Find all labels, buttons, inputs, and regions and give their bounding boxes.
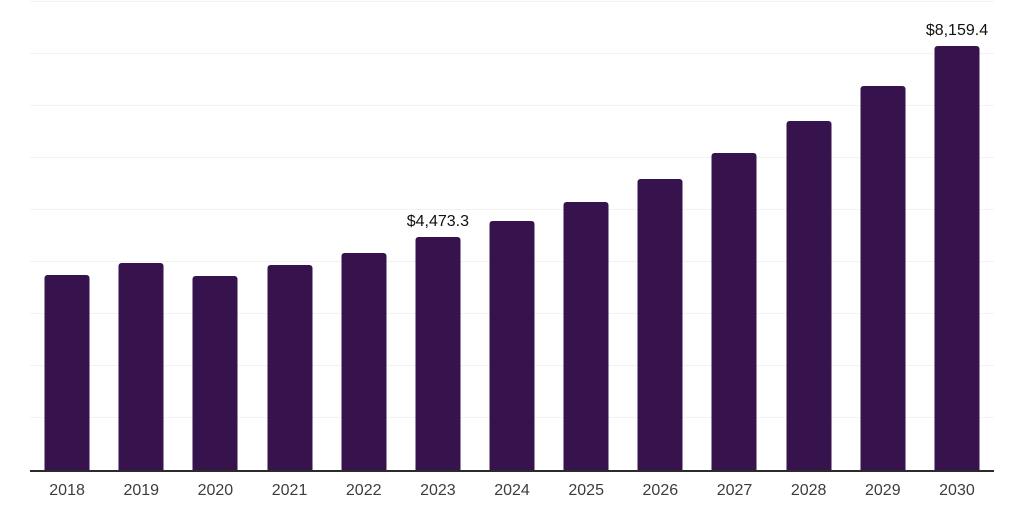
bar-slot-2030: $8,159.4 [920, 2, 994, 470]
x-tick-label-2025: 2025 [568, 482, 604, 499]
x-tick-label-2018: 2018 [49, 482, 85, 499]
x-tick-label-2026: 2026 [642, 482, 679, 499]
x-tick-label-2022: 2022 [345, 482, 382, 499]
bar-slot-2022 [327, 2, 401, 470]
gridline [30, 1, 994, 2]
bars-row: $4,473.3 $8,159.4 [30, 2, 994, 470]
x-tick-label-2030: 2030 [939, 482, 975, 499]
bar-2024 [489, 221, 535, 470]
x-tick-label-2020: 2020 [197, 482, 234, 499]
bar-2021 [267, 265, 313, 470]
bar-2025 [563, 202, 609, 470]
gridline [30, 105, 994, 106]
bar-slot-2018 [30, 2, 104, 470]
bar-slot-2029 [846, 2, 920, 470]
bar-2019 [118, 263, 164, 470]
bar-slot-2024 [475, 2, 549, 470]
bar-slot-2020 [178, 2, 252, 470]
bar-value-label-2030: $8,159.4 [925, 21, 989, 39]
x-tick-label-2027: 2027 [716, 482, 753, 499]
bar-2018 [44, 274, 90, 470]
bar-slot-2028 [772, 2, 846, 470]
bar-2026 [637, 179, 683, 470]
bar-slot-2027 [697, 2, 771, 470]
x-tick-label-2028: 2028 [790, 482, 827, 499]
gridline [30, 53, 994, 54]
bar-value-label-2023: $4,473.3 [406, 213, 469, 231]
bar-slot-2025 [549, 2, 623, 470]
bar-2020 [192, 276, 238, 470]
bar-2029 [860, 85, 906, 470]
bar-slot-2026 [623, 2, 697, 470]
x-axis: 2018 2019 2020 2021 2022 2023 2024 2025 2026 2027… [30, 481, 994, 500]
bar-2027 [711, 153, 757, 470]
bar-2030 [934, 45, 980, 470]
bar-2022 [341, 252, 387, 470]
x-tick-label-2019: 2019 [123, 482, 160, 499]
x-tick-label-2029: 2029 [865, 482, 901, 499]
bar-slot-2021 [252, 2, 326, 470]
x-tick-label-2024: 2024 [494, 482, 530, 499]
bar-slot-2023: $4,473.3 [401, 2, 475, 470]
bar-2028 [786, 121, 832, 470]
plot-area: $4,473.3 $8,159.4 [30, 1, 994, 472]
gridline [30, 209, 994, 210]
gridline [30, 157, 994, 159]
x-tick-label-2021: 2021 [271, 482, 308, 499]
x-tick-label-2023: 2023 [420, 482, 456, 499]
bar-slot-2019 [104, 2, 178, 470]
bar-2023 [415, 237, 461, 470]
